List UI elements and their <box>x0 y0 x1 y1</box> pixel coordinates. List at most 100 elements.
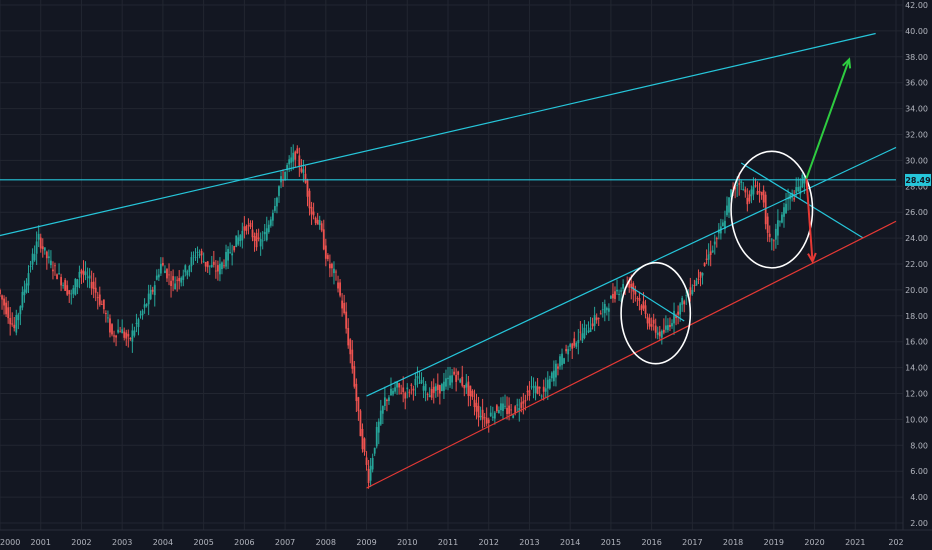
candle-body <box>294 151 297 160</box>
candle-body <box>388 397 390 402</box>
candle-body <box>685 295 688 297</box>
candle-body <box>638 298 641 301</box>
candle-body <box>693 285 696 287</box>
x-tick-label: 202 <box>888 538 903 547</box>
candle-body <box>779 221 781 223</box>
candle-body <box>70 293 73 295</box>
candle-body <box>581 333 584 341</box>
time-axis[interactable]: 2000 2001 2002 2003 2004 2005 2006 2007 2008 2009… <box>0 538 904 547</box>
candle-body <box>27 273 30 286</box>
candle-body <box>35 241 38 254</box>
candle-body <box>343 302 346 314</box>
candle-body <box>7 307 10 319</box>
candle-body <box>269 219 272 226</box>
candle-body <box>50 260 52 266</box>
candle-body <box>770 239 773 241</box>
candle-body <box>267 224 270 232</box>
candle-body <box>43 247 46 251</box>
candle-body <box>90 281 93 289</box>
candle-body <box>412 388 415 391</box>
candle-body <box>742 189 745 191</box>
candle-body <box>186 271 189 276</box>
candle-body <box>284 171 286 180</box>
candle-body <box>241 230 244 241</box>
candle-body <box>402 387 405 392</box>
candle-body <box>722 222 724 227</box>
candle-body <box>469 385 472 397</box>
y-tick-label: 28.00 <box>905 182 928 191</box>
candle-body <box>312 211 315 216</box>
x-tick-label: 2019 <box>764 538 784 547</box>
candle-body <box>198 254 201 256</box>
candle-body <box>363 438 366 453</box>
y-tick-label: 8.00 <box>910 441 928 450</box>
x-tick-label: 2010 <box>397 538 417 547</box>
candle-body <box>797 187 800 192</box>
price-axis[interactable]: 2.00 4.00 6.00 8.00 10.00 12.00 14.00 16.00 18.0… <box>905 1 928 528</box>
candle-body <box>730 189 732 198</box>
candle-body <box>174 283 177 290</box>
candle-body <box>605 307 608 311</box>
candle-body <box>540 395 543 397</box>
candle-body <box>783 207 785 217</box>
candle-body <box>658 331 661 337</box>
candle-body <box>60 277 62 286</box>
candle-body <box>758 191 761 193</box>
candle-body <box>263 231 266 235</box>
candle-body <box>265 228 268 241</box>
candle-body <box>457 371 460 375</box>
candle-body <box>652 319 655 324</box>
candle-body <box>9 317 12 325</box>
candle-body <box>314 217 317 224</box>
candle-body <box>772 240 775 242</box>
candle-body <box>520 402 523 408</box>
candle-body <box>673 310 675 324</box>
candle-body <box>546 379 549 389</box>
candle-body <box>785 203 787 214</box>
candle-body <box>585 324 588 326</box>
candle-body <box>744 189 747 193</box>
arrow-head <box>807 252 817 264</box>
candle-body <box>164 270 166 274</box>
current-price-label: 28.49 <box>905 176 931 185</box>
highlight-ellipse <box>620 261 692 365</box>
candle-body <box>591 323 594 327</box>
candle-body <box>121 329 124 334</box>
candle-body <box>392 390 394 395</box>
candle-body <box>33 254 36 261</box>
projection-arrow <box>805 59 851 179</box>
candle-body <box>23 289 26 296</box>
candle-body <box>681 297 684 305</box>
x-tick-label: 2014 <box>560 538 580 547</box>
candle-body <box>449 375 451 386</box>
candle-body <box>168 274 170 276</box>
y-tick-label: 16.00 <box>905 338 928 347</box>
candle-body <box>204 261 207 267</box>
candle-body <box>115 335 117 338</box>
candle-body <box>178 277 181 282</box>
candle-body <box>80 270 83 274</box>
candle-body <box>628 280 631 288</box>
y-tick-label: 30.00 <box>905 156 928 165</box>
candle-body <box>571 343 574 349</box>
candle-body <box>750 189 753 197</box>
candle-body <box>102 299 105 310</box>
candle-body <box>738 183 741 185</box>
candle-body <box>601 309 604 311</box>
trendline <box>740 162 864 239</box>
candle-body <box>508 405 510 414</box>
x-tick-label: 2006 <box>234 538 254 547</box>
y-tick-label: 22.00 <box>905 260 928 269</box>
candle-body <box>565 349 568 352</box>
candle-body <box>200 251 203 256</box>
candle-body <box>534 385 537 393</box>
candle-body <box>583 327 586 339</box>
candle-body <box>361 428 364 450</box>
candle-body <box>451 375 453 383</box>
candle-body <box>630 284 633 288</box>
candle-body <box>15 314 18 333</box>
candle-body <box>3 298 5 306</box>
candle-body <box>109 318 111 333</box>
candle-body <box>306 180 309 197</box>
